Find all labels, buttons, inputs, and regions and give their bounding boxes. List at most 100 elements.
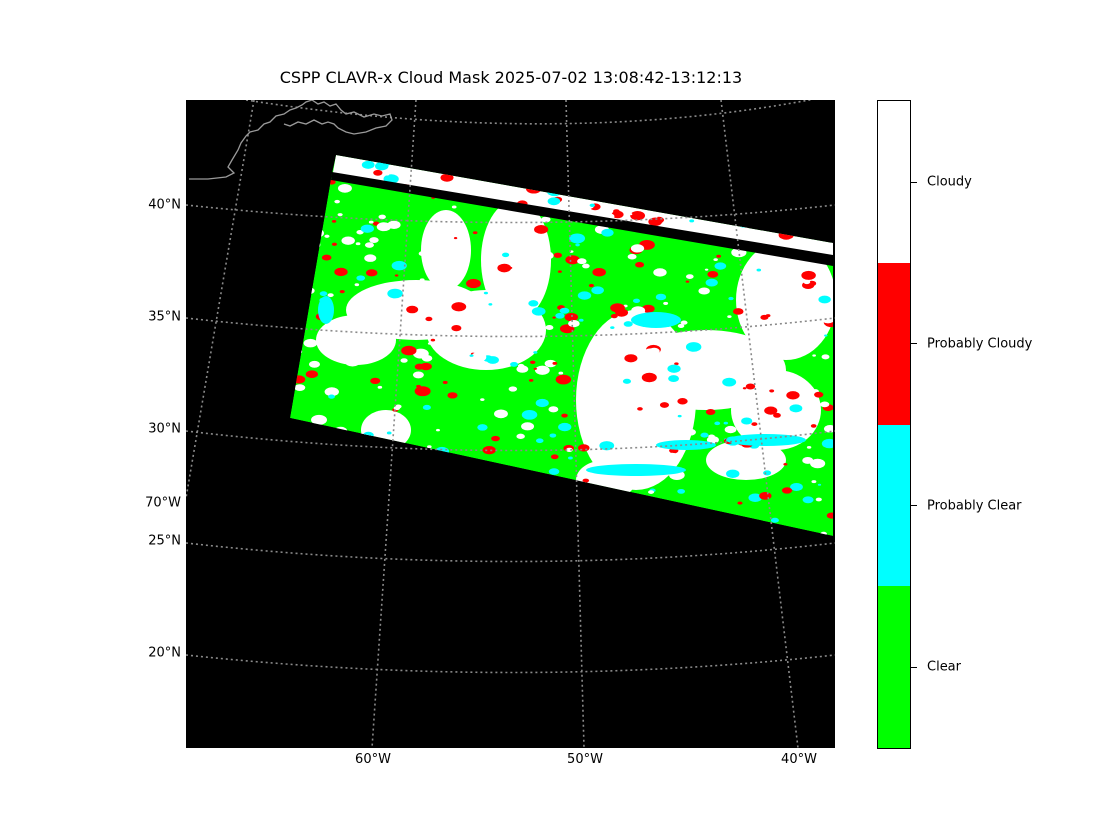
cloud-speckle xyxy=(557,270,562,273)
cloud-speckle xyxy=(355,242,361,246)
cloud-speckle xyxy=(435,428,440,432)
lon-label-60w: 60°W xyxy=(355,752,391,767)
cloud-speckle xyxy=(436,224,451,233)
cloud-speckle xyxy=(432,245,445,254)
cloud-speckle xyxy=(555,312,565,319)
cloud-speckle xyxy=(783,463,788,466)
cloud-speckle xyxy=(393,406,400,411)
cloud-speckle xyxy=(430,338,436,342)
cloud-speckle xyxy=(686,274,694,279)
cloud-speckle xyxy=(341,236,355,245)
cloud-speckle xyxy=(630,210,646,221)
cloud-speckle xyxy=(664,452,680,462)
cloud-speckle xyxy=(758,374,766,379)
cloud-speckle xyxy=(589,203,596,207)
cloud-speckle xyxy=(364,254,377,262)
cloud-speckle xyxy=(547,197,561,206)
cloud-speckle xyxy=(607,408,618,415)
cloud-speckle xyxy=(534,225,549,234)
cloud-speckle xyxy=(349,345,359,352)
cloud-speckle xyxy=(521,409,538,420)
cloud-speckle xyxy=(491,435,500,442)
cloud-speckle xyxy=(331,219,337,223)
cloud-speckle xyxy=(728,296,734,301)
lat-label-35n: 35°N xyxy=(148,309,181,325)
cloud-speckle xyxy=(668,375,680,382)
cloud-speckle xyxy=(708,434,715,439)
cloud-speckle xyxy=(610,303,625,313)
cloud-speckle xyxy=(603,374,607,377)
cloud-speckle xyxy=(550,454,559,460)
cloud-speckle xyxy=(553,252,562,258)
cloud-speckle xyxy=(705,278,718,287)
cloud-speckle xyxy=(470,352,487,362)
cloud-speckle xyxy=(384,172,390,176)
cloud-speckle xyxy=(742,387,747,390)
lat-label-25n: 25°N xyxy=(148,533,181,549)
cloud-speckle xyxy=(720,362,736,372)
cloud-speckle xyxy=(518,328,527,334)
cloud-speckle xyxy=(819,283,823,287)
cloud-speckle xyxy=(308,360,320,368)
cloud-speckle xyxy=(530,360,536,365)
cloud-speckle xyxy=(533,367,537,370)
cloud-speckle xyxy=(378,214,386,220)
cloud-speckle xyxy=(627,253,637,260)
cloud-speckle xyxy=(423,330,428,334)
cloud-speckle xyxy=(431,258,448,268)
cloud-speckle xyxy=(705,409,716,416)
cloud-speckle xyxy=(555,374,572,385)
cloud-speckle xyxy=(700,432,709,438)
cloud-speckle xyxy=(601,228,614,237)
cloud-speckle xyxy=(713,258,718,261)
cloud-speckle xyxy=(647,456,661,466)
probably-clear-region xyxy=(586,464,686,476)
cloud-speckle xyxy=(476,306,487,313)
cloud-speckle xyxy=(716,254,722,258)
cloud-speckle xyxy=(677,398,688,405)
cloud-speckle xyxy=(376,222,392,232)
cloud-speckle xyxy=(353,324,364,331)
cloud-speckle xyxy=(469,337,474,341)
cloud-speckle xyxy=(442,380,448,384)
cloud-speckle xyxy=(327,293,334,298)
cloud-speckle xyxy=(503,290,512,295)
cloud-speckle xyxy=(413,291,420,295)
probably-clear-region xyxy=(631,312,681,328)
cloud-speckle xyxy=(745,383,756,390)
colorbar-tick xyxy=(910,182,917,183)
cloud-region xyxy=(421,210,471,290)
cloud-speckle xyxy=(549,433,557,438)
cloud-speckle xyxy=(612,425,623,433)
cloud-speckle xyxy=(581,201,595,210)
cloud-speckle xyxy=(802,457,814,464)
cloud-speckle xyxy=(737,501,743,505)
cloud-speckle xyxy=(311,414,327,425)
cloud-speckle xyxy=(545,325,554,331)
cloud-speckle xyxy=(577,291,592,300)
cloud-speckle xyxy=(582,263,590,269)
cloud-speckle xyxy=(648,490,655,494)
cloud-speckle xyxy=(577,258,587,265)
cloud-speckle xyxy=(714,421,721,426)
cloud-speckle xyxy=(370,377,381,385)
cloud-mask-swath xyxy=(290,155,833,536)
cloud-speckle xyxy=(361,160,375,169)
cloud-speckle xyxy=(635,261,645,268)
scan-gap-stripe xyxy=(331,172,833,266)
cloud-speckle xyxy=(466,278,481,289)
cloud-speckle xyxy=(789,404,803,413)
cloud-speckle xyxy=(487,253,494,258)
cloud-speckle xyxy=(817,483,822,486)
cloud-speckle xyxy=(575,243,580,247)
cloud-speckle xyxy=(630,244,645,253)
cloud-speckle xyxy=(577,444,590,452)
cloud-speckle xyxy=(632,298,640,304)
cloud-speckle xyxy=(535,398,549,408)
cloud-speckle xyxy=(637,407,643,411)
lon-label-50w: 50°W xyxy=(567,752,603,767)
cloud-speckle xyxy=(759,492,772,500)
cloud-speckle xyxy=(613,209,620,214)
lon-label-70w: 70°W xyxy=(145,495,181,511)
cloud-speckle xyxy=(334,199,340,204)
